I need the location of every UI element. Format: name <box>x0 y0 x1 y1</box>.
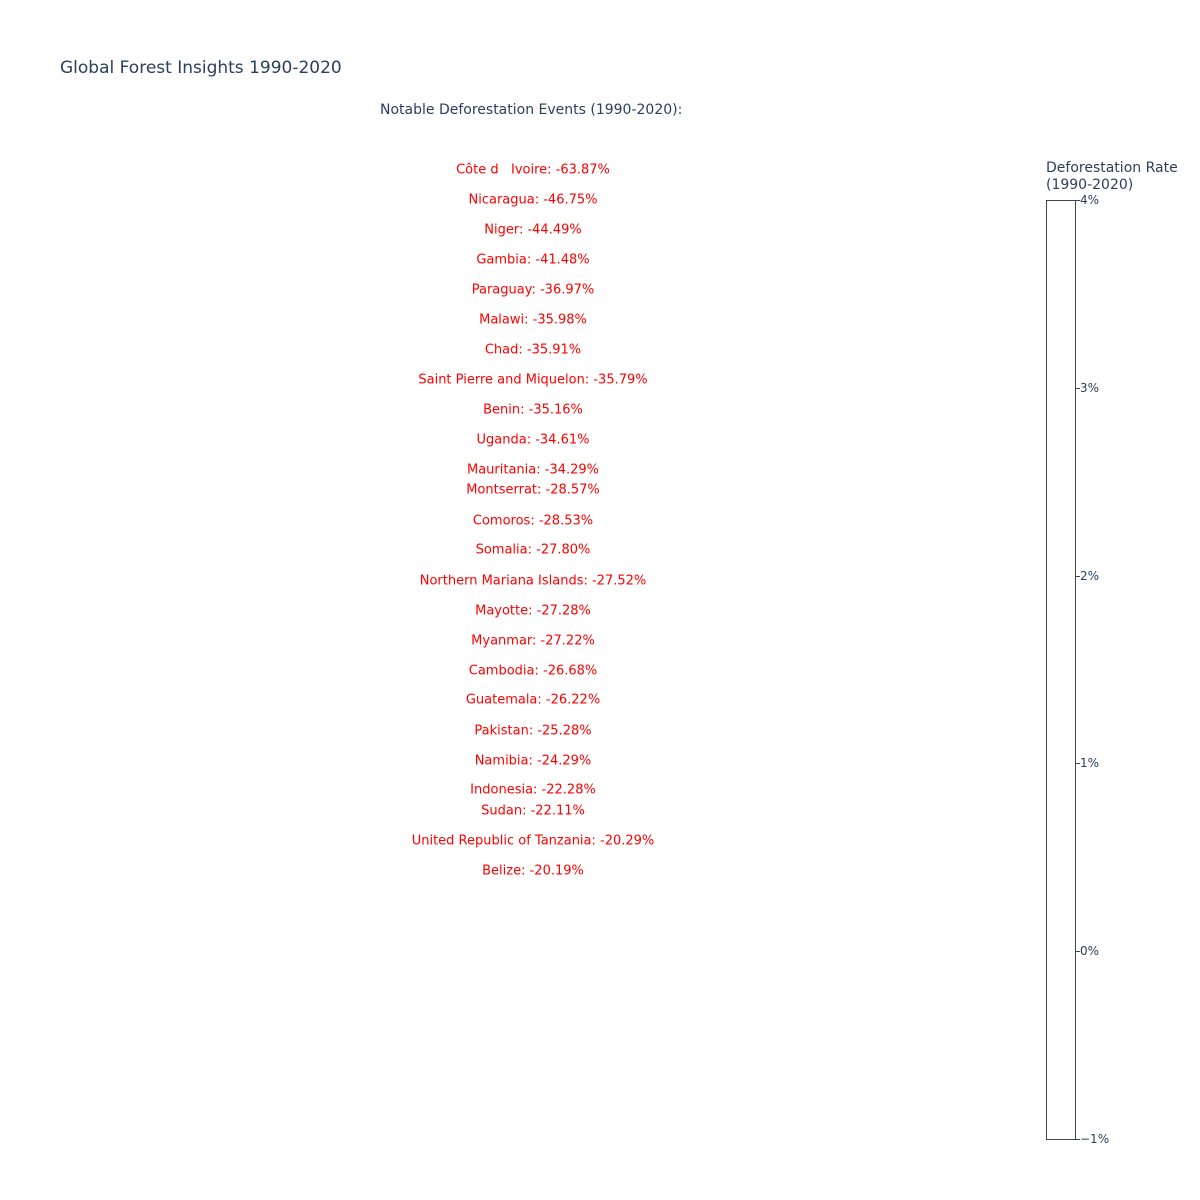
event-label: Côte d Ivoire: -63.87% <box>456 162 610 178</box>
colorbar-tick-label: 3% <box>1080 380 1100 395</box>
event-label: Northern Mariana Islands: -27.52% <box>419 573 647 589</box>
event-label: Mayotte: -27.28% <box>475 603 591 619</box>
event-label: Uganda: -34.61% <box>476 432 590 448</box>
colorbar-title-line1: Deforestation Rate <box>1046 160 1178 176</box>
event-label: Namibia: -24.29% <box>474 753 592 769</box>
colorbar-tick-label: 2% <box>1080 568 1100 583</box>
colorbar-tick-mark <box>1076 951 1080 953</box>
chart-title: Global Forest Insights 1990-2020 <box>60 58 342 78</box>
event-label: Malawi: -35.98% <box>479 312 587 328</box>
event-label: Belize: -20.19% <box>482 863 584 879</box>
event-label: United Republic of Tanzania: -20.29% <box>411 833 655 849</box>
event-label: Chad: -35.91% <box>484 342 582 358</box>
event-label: Niger: -44.49% <box>484 222 582 238</box>
event-label: Montserrat: -28.57% <box>466 482 600 498</box>
colorbar-title: Deforestation Rate (1990-2020) <box>1046 160 1178 194</box>
event-label: Comoros: -28.53% <box>472 513 594 529</box>
colorbar-tick-label: −1% <box>1080 1132 1110 1146</box>
colorbar <box>1046 200 1076 1140</box>
event-label: Indonesia: -22.28% <box>470 782 596 798</box>
colorbar-tick-mark <box>1076 763 1080 765</box>
annotation-title: Notable Deforestation Events (1990-2020)… <box>380 102 683 118</box>
colorbar-title-line2: (1990-2020) <box>1046 177 1134 193</box>
event-label: Pakistan: -25.28% <box>474 723 592 739</box>
event-label: Benin: -35.16% <box>483 402 583 418</box>
event-label: Guatemala: -26.22% <box>465 692 601 708</box>
event-label: Myanmar: -27.22% <box>471 633 595 649</box>
colorbar-tick-label: 4% <box>1080 193 1100 207</box>
colorbar-tick-mark <box>1076 387 1080 389</box>
colorbar-tick-label: 0% <box>1080 944 1100 959</box>
event-label: Gambia: -41.48% <box>476 252 590 268</box>
event-label: Nicaragua: -46.75% <box>468 192 598 208</box>
event-label: Saint Pierre and Miquelon: -35.79% <box>418 372 648 388</box>
event-label: Mauritania: -34.29% <box>466 462 600 478</box>
event-label: Paraguay: -36.97% <box>471 282 595 298</box>
colorbar-tick-mark <box>1076 200 1080 201</box>
event-label: Sudan: -22.11% <box>481 803 585 819</box>
colorbar-tick-label: 1% <box>1080 756 1100 771</box>
event-label: Somalia: -27.80% <box>475 542 591 558</box>
colorbar-tick-mark <box>1076 1139 1080 1140</box>
colorbar-tick-mark <box>1076 575 1080 577</box>
event-label: Cambodia: -26.68% <box>468 663 598 679</box>
